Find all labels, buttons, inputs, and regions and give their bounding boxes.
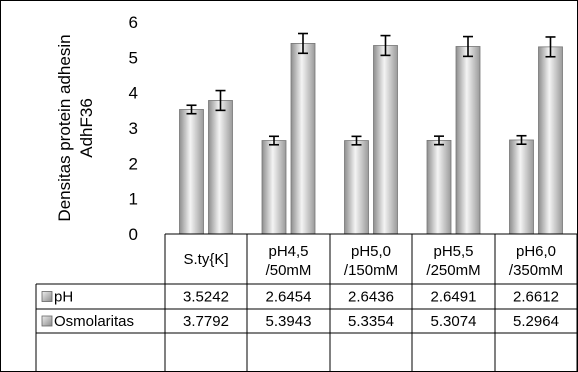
bar-osmolaritas-2 <box>373 45 398 235</box>
bar-ph-4 <box>509 139 534 235</box>
error-bar <box>516 134 527 146</box>
data-label: 5.3074 <box>431 313 477 330</box>
data-label: 3.7792 <box>183 313 229 330</box>
y-tick-label: 0 <box>129 225 138 244</box>
error-bar <box>186 104 197 115</box>
data-label: 2.6612 <box>513 289 559 306</box>
error-bar <box>545 36 556 58</box>
error-bar <box>351 135 362 146</box>
error-bar <box>269 135 279 146</box>
legend-label: Osmolaritas <box>54 313 134 330</box>
bar-ph-0 <box>179 109 204 235</box>
data-label: 5.3943 <box>266 313 312 330</box>
legend-key-osmolaritas <box>41 315 53 327</box>
data-label: 5.2964 <box>513 313 559 330</box>
bars <box>179 32 563 235</box>
data-label: 2.6454 <box>266 289 312 306</box>
category-label: S.ty{K] <box>183 251 228 268</box>
y-tick-label: 5 <box>129 48 138 67</box>
y-axis-title-line-2: AdhF36 <box>77 98 96 158</box>
data-label: 5.3354 <box>348 313 394 330</box>
category-label: /150mM <box>344 262 398 279</box>
error-bar <box>463 35 473 58</box>
y-tick-labels: 0 1 2 3 4 5 6 <box>129 13 138 244</box>
y-axis-title-line-1: Densitas protein adhesin <box>55 34 74 221</box>
category-label: pH5,0 <box>351 243 391 260</box>
y-tick-label: 1 <box>129 190 138 209</box>
error-bar <box>434 135 444 146</box>
error-bar <box>380 34 391 57</box>
bar-osmolaritas-1 <box>290 43 316 235</box>
y-tick-label: 3 <box>129 119 138 138</box>
data-table: S.ty{K] pH4,5/50mM pH5,0/150mM pH5,5/250mM p… <box>35 233 578 372</box>
bar-osmolaritas-0 <box>208 100 233 235</box>
category-label: /350mM <box>509 262 563 279</box>
data-label: 2.6436 <box>348 289 394 306</box>
error-bar <box>215 89 226 112</box>
bar-ph-2 <box>344 140 369 235</box>
category-label: pH4,5 <box>268 243 308 260</box>
error-bar <box>298 32 308 55</box>
y-tick-label: 6 <box>129 13 138 32</box>
category-label: pH6,0 <box>516 243 556 260</box>
y-tick-label: 4 <box>129 84 138 103</box>
category-label: /250mM <box>426 262 480 279</box>
data-label: 2.6491 <box>431 289 477 306</box>
bar-osmolaritas-3 <box>455 46 481 235</box>
category-label: pH5,5 <box>433 243 473 260</box>
legend-key-ph <box>41 291 53 302</box>
y-tick-label: 2 <box>129 154 138 173</box>
data-label: 3.5242 <box>183 289 229 306</box>
bar-osmolaritas-4 <box>538 46 563 235</box>
y-axis-title: Densitas protein adhesin AdhF36 <box>55 34 96 221</box>
bar-ph-3 <box>426 139 452 235</box>
bar-ph-1 <box>261 140 287 235</box>
legend-label: pH <box>54 289 73 306</box>
category-label: /50mM <box>266 262 312 279</box>
